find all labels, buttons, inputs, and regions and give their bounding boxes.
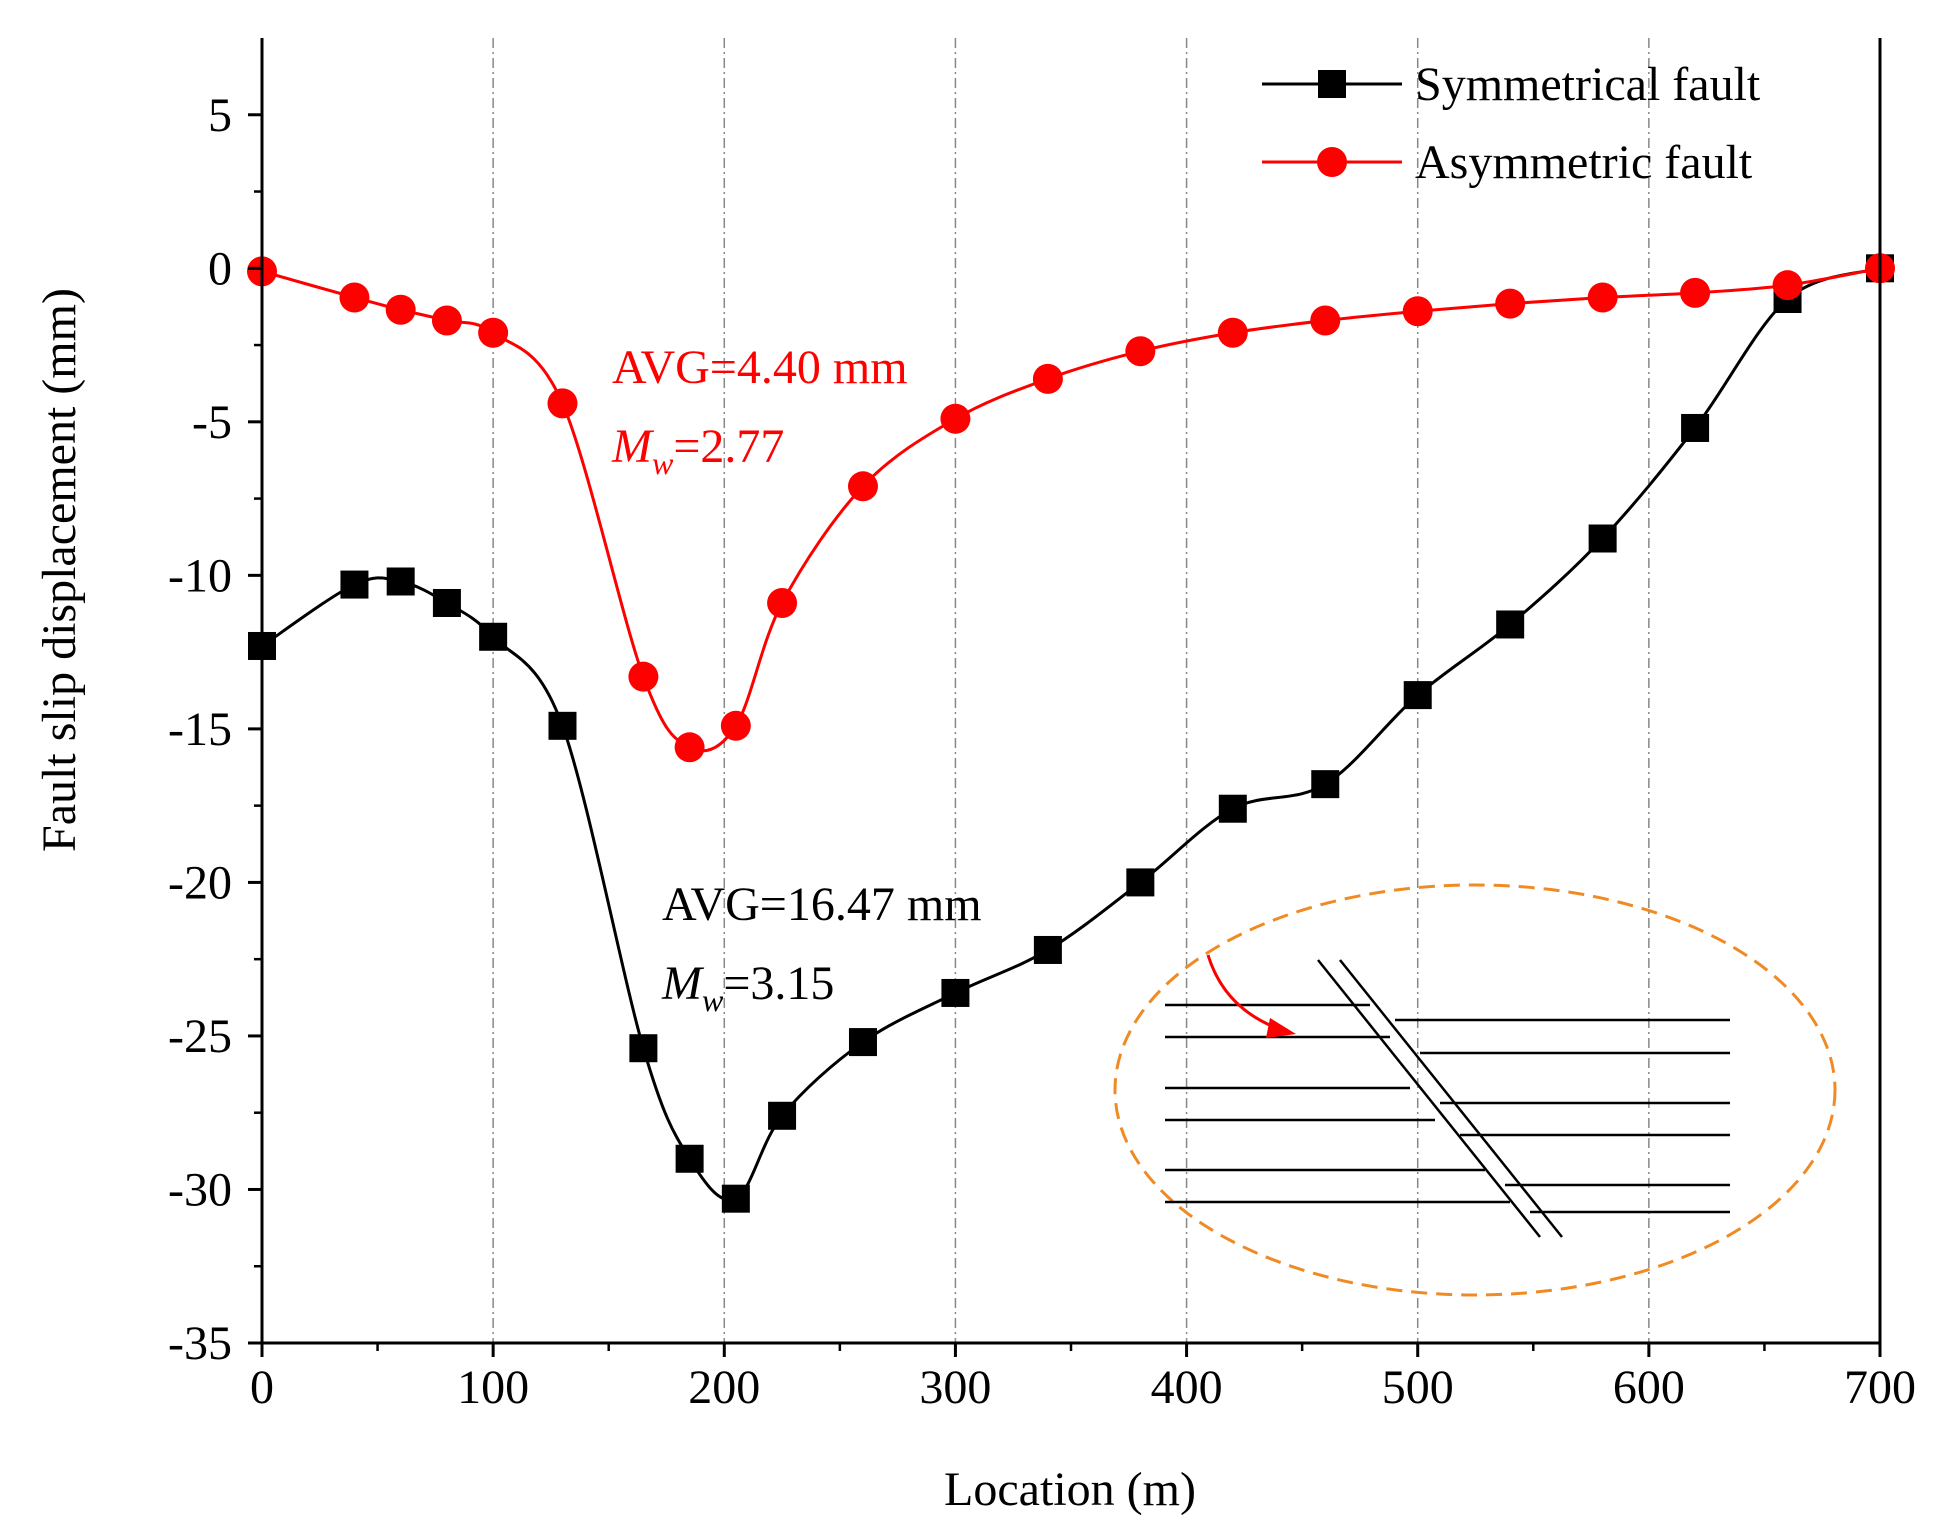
x-tick-label: 200	[688, 1361, 760, 1414]
x-tick-label: 700	[1844, 1361, 1916, 1414]
y-axis-label: Fault slip displacement (mm)	[33, 288, 86, 852]
asymmetric-point	[1495, 288, 1526, 319]
symmetrical-point	[1403, 681, 1432, 710]
y-tick-label: -10	[168, 549, 232, 602]
symmetrical-point	[1126, 868, 1155, 897]
symmetrical-point	[1588, 524, 1617, 553]
annotation-symmetrical-mw-sub: w	[702, 982, 724, 1018]
symmetrical-point	[941, 978, 970, 1007]
annotation-asymmetric-mw-value: =2.77	[673, 420, 784, 473]
x-tick-label: 0	[250, 1361, 274, 1414]
asymmetric-point	[547, 388, 578, 419]
symmetrical-point	[675, 1144, 704, 1173]
y-tick-label: -15	[168, 703, 232, 756]
asymmetric-point	[431, 305, 462, 336]
symmetrical-point	[1311, 770, 1340, 799]
symmetrical-point	[1496, 610, 1525, 639]
annotation-asymmetric-mw-symbol: M	[611, 420, 655, 473]
x-tick-label: 100	[457, 1361, 529, 1414]
inset-fault-line-right	[1339, 959, 1563, 1238]
symmetrical-point	[721, 1184, 750, 1213]
symmetrical-point	[848, 1028, 877, 1057]
asymmetric-point	[478, 317, 509, 348]
symmetrical-point	[340, 570, 369, 599]
x-tick-label: 400	[1151, 1361, 1223, 1414]
y-tick-label: -25	[168, 1010, 232, 1063]
annotation-asymmetric-avg: AVG=4.40 mm	[612, 341, 908, 394]
symmetrical-point	[768, 1101, 797, 1130]
y-tick-label: -30	[168, 1163, 232, 1216]
asymmetric-point	[1587, 282, 1618, 313]
symmetrical-point	[1681, 413, 1710, 442]
asymmetric-point	[385, 294, 416, 325]
y-tick-label: -5	[192, 396, 232, 449]
legend: Symmetrical fault Asymmetric fault	[1262, 58, 1761, 189]
symmetrical-point	[629, 1034, 658, 1063]
asymmetric-point	[847, 471, 878, 502]
annotation-symmetrical-mw: Mw=3.15	[661, 957, 834, 1018]
x-tick-label: 600	[1613, 1361, 1685, 1414]
symmetrical-point	[1033, 935, 1062, 964]
y-tick-label: -20	[168, 856, 232, 909]
asymmetric-point	[1125, 336, 1156, 367]
symmetrical-point	[1218, 794, 1247, 823]
asymmetric-point	[1402, 296, 1433, 327]
asymmetric-point	[674, 732, 705, 763]
asymmetric-point	[767, 587, 798, 618]
symmetrical-point	[432, 588, 461, 617]
asymmetric-point	[1680, 277, 1711, 308]
asymmetric-point	[1217, 317, 1248, 348]
fault-schematic-inset	[1113, 883, 1837, 1297]
annotation-symmetrical: AVG=16.47 mm Mw=3.15	[661, 878, 982, 1018]
asymmetric-point	[1772, 270, 1803, 301]
symmetrical-point	[386, 567, 415, 596]
inset-arrow-head	[1266, 1018, 1296, 1038]
asymmetric-point	[720, 710, 751, 741]
y-tick-label: -35	[168, 1317, 232, 1370]
asymmetric-point	[940, 403, 971, 434]
grid-layer	[492, 38, 1650, 1343]
asymmetric-point	[1032, 363, 1063, 394]
inset-fault-line-left	[1317, 959, 1541, 1238]
legend-symmetrical-marker	[1318, 70, 1346, 98]
x-tick-label: 300	[919, 1361, 991, 1414]
axes-layer: 0 100 200 300 400 500 600 700 5 0 -5 -10 -15 -20 -25 -3…	[168, 38, 1916, 1414]
symmetrical-series-line	[261, 266, 1881, 1202]
symmetrical-point	[548, 711, 577, 740]
y-tick-label: 5	[208, 89, 232, 142]
legend-symmetrical-label: Symmetrical fault	[1415, 58, 1761, 111]
asymmetric-point	[339, 282, 370, 313]
x-tick-label: 500	[1382, 1361, 1454, 1414]
asymmetric-point	[628, 661, 659, 692]
annotation-asymmetric-mw-sub: w	[652, 445, 674, 481]
asymmetric-point	[1310, 305, 1341, 336]
annotation-symmetrical-mw-value: =3.15	[723, 957, 834, 1010]
annotation-symmetrical-mw-symbol: M	[661, 957, 705, 1010]
x-axis-label: Location (m)	[944, 1463, 1196, 1516]
legend-asymmetric-marker	[1317, 147, 1347, 177]
annotation-symmetrical-avg: AVG=16.47 mm	[662, 878, 982, 931]
y-tick-label: 0	[208, 242, 232, 295]
annotation-asymmetric: AVG=4.40 mm Mw=2.77	[611, 341, 908, 481]
annotation-asymmetric-mw: Mw=2.77	[611, 420, 784, 481]
inset-dashed-ellipse	[1113, 883, 1837, 1297]
symmetrical-point	[479, 622, 508, 651]
series-layer	[247, 253, 1895, 1213]
legend-asymmetric-label: Asymmetric fault	[1415, 136, 1753, 189]
